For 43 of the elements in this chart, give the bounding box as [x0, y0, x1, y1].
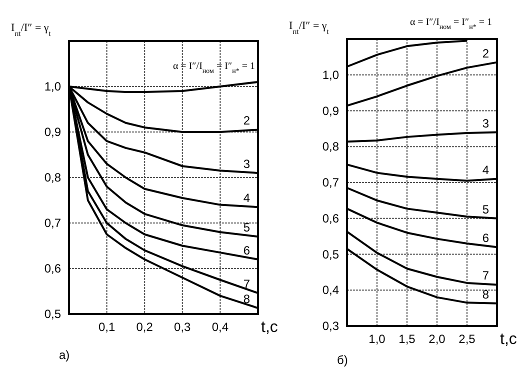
y-tick-label: 0,8	[44, 170, 62, 184]
x-tick-label: 2,0	[428, 332, 446, 346]
series-label: 4	[243, 191, 250, 206]
y-axis-title: I$_{пt}$/I″ = γ$_{t}$	[11, 22, 52, 38]
x-tick-label: 0,4	[212, 320, 229, 334]
x-tick-label: 0,1	[98, 320, 116, 334]
series-label: 6	[482, 231, 490, 246]
y-tick-label: 1,0	[322, 68, 340, 82]
series-label: 7	[482, 268, 490, 283]
x-axis-title: t,c	[500, 331, 517, 348]
series-label: 8	[243, 292, 250, 306]
text: б)	[337, 353, 348, 367]
y-axis-title: I$_{пt}$/I″ = γ$_{t}$	[289, 20, 330, 36]
x-tick-label: 2,5	[458, 332, 476, 346]
y-tick-label: 0,9	[322, 104, 340, 118]
y-tick-label: 0,6	[44, 262, 62, 276]
series-label: 5	[482, 202, 490, 216]
text: α = I″/I$_{ном}$ = I″$_{н*}$ = 1	[410, 17, 492, 31]
series-label: 3	[243, 156, 250, 171]
series-label: 6	[243, 243, 250, 258]
y-tick-label: 0,6	[322, 211, 340, 226]
y-tick-label: 0,5	[44, 307, 62, 321]
series-label: 5	[243, 220, 250, 235]
annotation: α = I″/I$_{ном}$ = I″$_{н*}$ = 1	[172, 61, 255, 75]
y-tick-label: 0,9	[44, 125, 62, 139]
series-label: 4	[482, 162, 490, 177]
x-tick-label: 1,5	[398, 332, 416, 346]
series-label: 8	[482, 287, 490, 302]
x-tick-label: 0,2	[136, 320, 154, 334]
y-tick-label: 0,8	[322, 140, 340, 154]
series-label: 2	[482, 46, 490, 60]
x-tick-label: 1,0	[368, 332, 386, 346]
y-tick-label: 0,7	[44, 216, 62, 230]
y-tick-label: 0,7	[322, 176, 340, 190]
text: а)	[59, 348, 70, 362]
y-tick-label: 1,0	[44, 80, 62, 94]
y-tick-label: 0,4	[322, 283, 340, 298]
x-tick-label: 0,3	[174, 320, 192, 334]
series-label: 3	[482, 116, 490, 130]
x-axis-title: t,c	[261, 319, 278, 336]
y-tick-label: 0,5	[322, 247, 340, 262]
series-label: 7	[243, 277, 250, 292]
series-label: 2	[243, 114, 250, 128]
